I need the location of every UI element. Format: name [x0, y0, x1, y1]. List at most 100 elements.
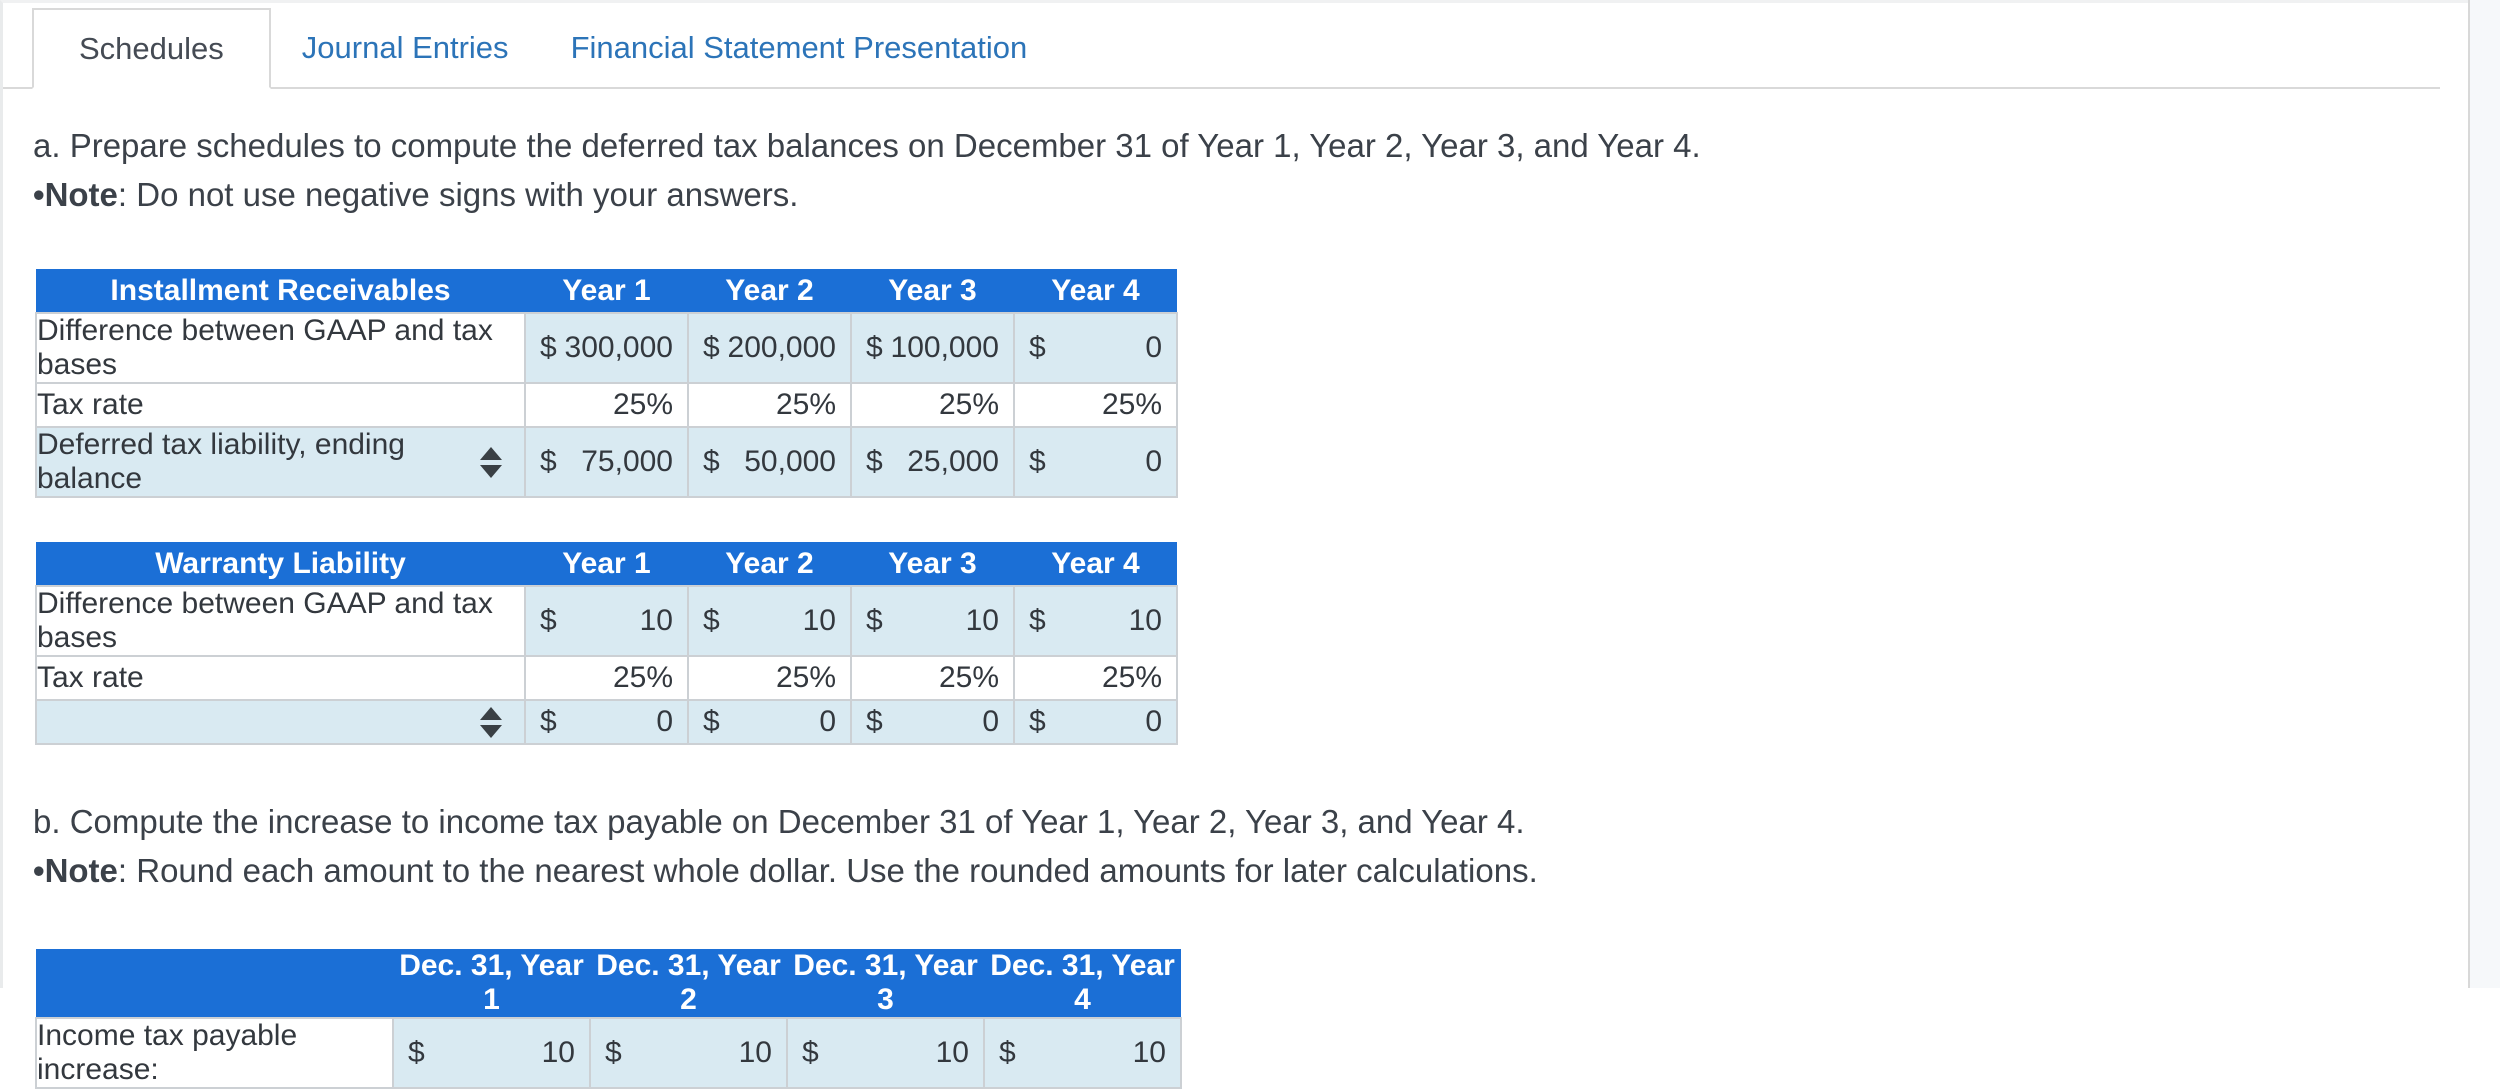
column-header-year1: Year 1	[525, 269, 688, 313]
column-header-year2: Year 2	[688, 269, 851, 313]
currency-symbol: $	[866, 705, 883, 738]
installment-receivables-table: Installment Receivables Year 1 Year 2 Ye…	[35, 269, 1178, 498]
table-row: Difference between GAAP and tax bases $1…	[35, 585, 1178, 657]
amount-input[interactable]: $100,000	[850, 312, 1015, 384]
column-header-year3: Year 3	[851, 542, 1014, 586]
tax-rate-value: 25%	[524, 382, 689, 428]
amount-input[interactable]: $50,000	[687, 426, 852, 498]
tax-rate-value: 25%	[687, 382, 852, 428]
currency-symbol: $	[1029, 604, 1046, 637]
amount-value: 0	[819, 705, 836, 738]
amount-value: 0	[982, 705, 999, 738]
amount-value: 0	[1145, 331, 1162, 364]
note-text: : Do not use negative signs with your an…	[117, 176, 799, 213]
row-label: Income tax payable increase:	[35, 1017, 394, 1089]
currency-symbol: $	[866, 331, 883, 364]
currency-symbol: $	[1029, 445, 1046, 478]
amount-value: 10	[965, 604, 999, 637]
amount-input[interactable]: $10	[687, 585, 852, 657]
amount-value: 10	[935, 1036, 969, 1069]
page-scroll-gutter[interactable]	[2468, 0, 2500, 988]
amount-value: 200,000	[727, 331, 836, 364]
row-label: Difference between GAAP and tax bases	[35, 312, 526, 384]
section-a-instructions: a. Prepare schedules to compute the defe…	[33, 121, 2468, 219]
currency-symbol: $	[540, 445, 557, 478]
amount-value: 10	[802, 604, 836, 637]
currency-symbol: $	[703, 604, 720, 637]
amount-value: 10	[738, 1036, 772, 1069]
table-row: Difference between GAAP and tax bases $3…	[35, 312, 1178, 384]
amount-input[interactable]: $0	[524, 699, 689, 745]
amount-input[interactable]: $10	[786, 1017, 985, 1089]
table-row: Tax rate 25% 25% 25% 25%	[35, 655, 1178, 701]
tab-journal-entries[interactable]: Journal Entries	[271, 8, 540, 87]
column-header-year3: Year 3	[851, 269, 1014, 313]
tax-rate-value: 25%	[850, 382, 1015, 428]
section-a-note: •Note: Do not use negative signs with yo…	[33, 170, 2468, 219]
row-label: Difference between GAAP and tax bases	[35, 585, 526, 657]
note-label: Note	[44, 176, 118, 213]
column-header-year4: Year 4	[1014, 269, 1177, 313]
amount-value: 10	[1132, 1036, 1166, 1069]
table-header-row: Installment Receivables Year 1 Year 2 Ye…	[36, 269, 1177, 313]
column-header-year2: Year 2	[688, 542, 851, 586]
amount-input[interactable]: $25,000	[850, 426, 1015, 498]
amount-input[interactable]: $300,000	[524, 312, 689, 384]
amount-input[interactable]: $10	[1013, 585, 1178, 657]
section-b-instructions: b. Compute the increase to income tax pa…	[33, 797, 2468, 895]
currency-symbol: $	[703, 331, 720, 364]
table-total-row: $0 $0 $0 $0	[35, 699, 1178, 745]
note-bullet: •	[33, 176, 45, 213]
income-tax-payable-table: Dec. 31, Year 1 Dec. 31, Year 2 Dec. 31,…	[35, 949, 1182, 1089]
amount-input[interactable]: $10	[983, 1017, 1182, 1089]
amount-value: 50,000	[744, 445, 836, 478]
amount-input[interactable]: $200,000	[687, 312, 852, 384]
select-updown-icon[interactable]	[480, 706, 502, 738]
tax-rate-value: 25%	[524, 655, 689, 701]
table-row: Income tax payable increase: $10 $10 $10…	[35, 1017, 1182, 1089]
currency-symbol: $	[540, 331, 557, 364]
column-header-year1: Year 1	[525, 542, 688, 586]
amount-value: 10	[639, 604, 673, 637]
column-header-dec31-year3: Dec. 31, Year 3	[787, 949, 984, 1018]
column-header-dec31-year2: Dec. 31, Year 2	[590, 949, 787, 1018]
total-label-select[interactable]	[35, 699, 526, 745]
note-text: : Round each amount to the nearest whole…	[117, 852, 1538, 889]
row-label: Tax rate	[35, 382, 526, 428]
table-header-row: Dec. 31, Year 1 Dec. 31, Year 2 Dec. 31,…	[36, 949, 1181, 1018]
amount-input[interactable]: $10	[589, 1017, 788, 1089]
table-title: Installment Receivables	[36, 269, 525, 313]
amount-input[interactable]: $75,000	[524, 426, 689, 498]
amount-input[interactable]: $0	[1013, 426, 1178, 498]
section-b-note: •Note: Round each amount to the nearest …	[33, 846, 2468, 895]
tax-rate-value: 25%	[1013, 382, 1178, 428]
amount-value: 25,000	[907, 445, 999, 478]
row-label: Tax rate	[35, 655, 526, 701]
amount-input[interactable]: $10	[524, 585, 689, 657]
amount-input[interactable]: $0	[1013, 312, 1178, 384]
tab-journal-entries-label: Journal Entries	[301, 29, 509, 65]
currency-symbol: $	[408, 1036, 425, 1069]
table-total-row: Deferred tax liability, ending balance $…	[35, 426, 1178, 498]
select-updown-icon[interactable]	[480, 446, 502, 478]
amount-input[interactable]: $10	[392, 1017, 591, 1089]
tab-schedules[interactable]: Schedules	[32, 8, 271, 89]
column-header-dec31-year4: Dec. 31, Year 4	[984, 949, 1181, 1018]
tab-financial-statement-presentation[interactable]: Financial Statement Presentation	[540, 8, 1059, 87]
table-title: Warranty Liability	[36, 542, 525, 586]
note-bullet: •	[33, 852, 45, 889]
currency-symbol: $	[605, 1036, 622, 1069]
currency-symbol: $	[1029, 331, 1046, 364]
tax-rate-value: 25%	[1013, 655, 1178, 701]
amount-input[interactable]: $0	[1013, 699, 1178, 745]
amount-input[interactable]: $10	[850, 585, 1015, 657]
amount-input[interactable]: $0	[850, 699, 1015, 745]
select-label: Deferred tax liability, ending balance	[37, 428, 405, 495]
section-a-text: a. Prepare schedules to compute the defe…	[33, 127, 1701, 164]
currency-symbol: $	[540, 705, 557, 738]
amount-input[interactable]: $0	[687, 699, 852, 745]
column-header-dec31-year1: Dec. 31, Year 1	[393, 949, 590, 1018]
section-b-text: b. Compute the increase to income tax pa…	[33, 803, 1525, 840]
total-label-select[interactable]: Deferred tax liability, ending balance	[35, 426, 526, 498]
